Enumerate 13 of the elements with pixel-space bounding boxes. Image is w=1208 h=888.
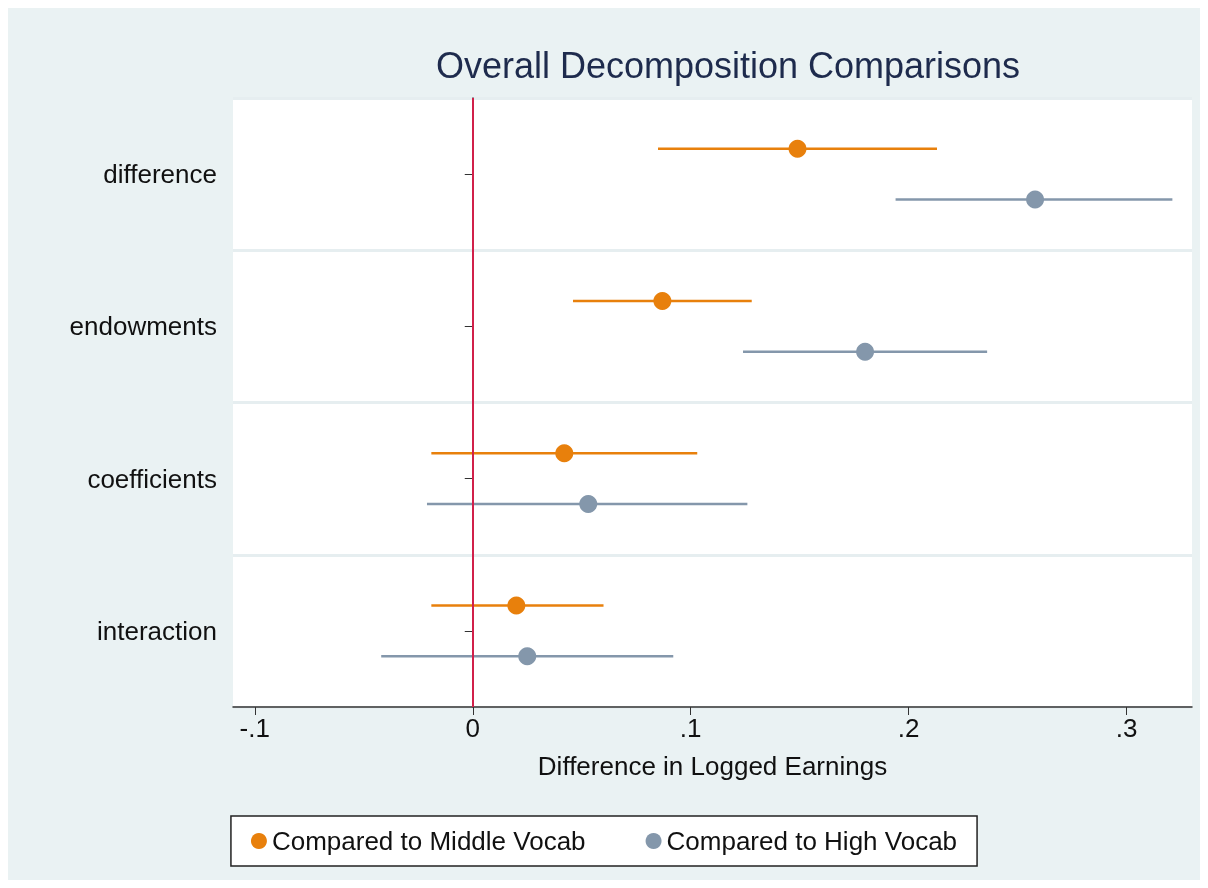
legend-label: Compared to High Vocab — [666, 826, 958, 856]
y-tick-label: interaction — [97, 615, 217, 646]
y-tick-label: endowments — [69, 311, 217, 342]
x-tick-label: .3 — [1115, 713, 1138, 743]
x-tick-label: -.1 — [239, 713, 270, 743]
x-axis-title: Difference in Logged Earnings — [537, 751, 888, 781]
x-tick-label: 0 — [465, 713, 480, 743]
x-tick-label: .2 — [897, 713, 920, 743]
y-tick-label: coefficients — [87, 463, 217, 494]
y-tick-label: difference — [103, 159, 217, 190]
legend-label: Compared to Middle Vocab — [271, 826, 586, 856]
x-tick-label: .1 — [679, 713, 702, 743]
chart-title: Overall Decomposition Comparisons — [435, 44, 1021, 86]
